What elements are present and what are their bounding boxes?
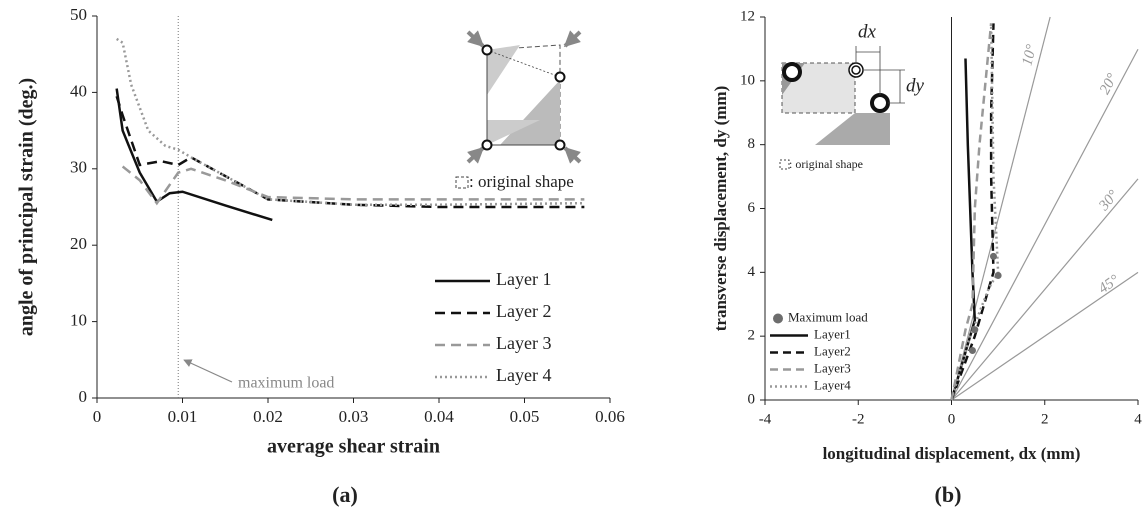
inset-note: : original shape — [789, 157, 863, 171]
x-axis-title: average shear strain — [267, 436, 440, 458]
legend-label: Layer1 — [814, 326, 851, 341]
x-tick-label: 0.02 — [253, 407, 283, 426]
legend-label: Layer 1 — [496, 269, 551, 289]
legend-marker — [773, 313, 783, 324]
legend-label: Layer 4 — [496, 365, 551, 385]
max-load-point — [968, 347, 976, 355]
series-line — [115, 37, 585, 206]
legend-label: Layer 3 — [496, 333, 551, 353]
panel-label: (b) — [935, 482, 962, 507]
panel-label: (a) — [332, 482, 358, 507]
reference-line — [951, 178, 1139, 401]
series-line — [950, 58, 977, 401]
annotation: maximum load — [238, 375, 334, 392]
x-tick-label: -2 — [852, 411, 865, 427]
y-tick-label: 2 — [748, 328, 756, 344]
legend-label: Layer 2 — [496, 301, 551, 321]
legend-label: Layer2 — [814, 343, 851, 358]
series-line — [950, 23, 1000, 401]
x-tick-label: 0 — [93, 407, 102, 426]
reference-line — [950, 16, 1051, 401]
max-load-point — [971, 326, 979, 334]
max-load-point — [989, 252, 997, 260]
y-tick-label: 30 — [70, 158, 87, 177]
x-tick-label: 0.05 — [510, 407, 540, 426]
series-line — [115, 88, 273, 222]
annotation-arrow — [183, 359, 233, 383]
y-tick-label: 12 — [740, 8, 755, 24]
y-tick-label: 40 — [70, 81, 87, 100]
inset-a — [455, 30, 582, 189]
inset-note: : original shape — [469, 172, 574, 191]
reference-label: 20° — [1097, 71, 1121, 97]
x-tick-label: -4 — [759, 411, 772, 427]
x-tick-label: 0 — [948, 411, 956, 427]
y-tick-label: 4 — [748, 264, 756, 280]
reference-line — [951, 271, 1139, 401]
series-line — [950, 23, 995, 401]
y-axis-title: angle of principal strain (deg.) — [16, 78, 38, 336]
y-tick-label: 6 — [748, 200, 756, 216]
reference-line — [950, 48, 1139, 401]
y-tick-label: 10 — [70, 311, 87, 330]
inset-label: dx — [858, 21, 877, 42]
x-tick-label: 0.04 — [424, 407, 454, 426]
reference-label: 30° — [1095, 187, 1121, 214]
y-tick-label: 10 — [740, 72, 755, 88]
y-tick-label: 0 — [79, 387, 88, 406]
y-tick-label: 0 — [748, 391, 756, 407]
inset-b — [779, 46, 905, 170]
x-tick-label: 0.01 — [168, 407, 198, 426]
reference-label: 10° — [1019, 43, 1040, 67]
y-tick-label: 8 — [748, 136, 756, 152]
x-tick-label: 4 — [1134, 411, 1142, 427]
max-load-point — [994, 272, 1002, 280]
inset-label: dy — [906, 75, 925, 96]
x-tick-label: 0.03 — [339, 407, 369, 426]
y-axis-title: transverse displacement, dy (mm) — [711, 86, 730, 332]
series-line — [121, 165, 585, 206]
legend-label: Maximum load — [788, 309, 868, 324]
x-axis-title: longitudinal displacement, dx (mm) — [823, 444, 1081, 463]
legend-label: Layer3 — [814, 360, 851, 375]
reference-label: 45° — [1096, 272, 1122, 297]
x-tick-label: 2 — [1041, 411, 1049, 427]
y-tick-label: 50 — [70, 5, 87, 24]
x-tick-label: 0.06 — [595, 407, 625, 426]
legend-label: Layer4 — [814, 377, 851, 392]
series-line — [950, 23, 993, 401]
y-tick-label: 20 — [70, 234, 87, 253]
